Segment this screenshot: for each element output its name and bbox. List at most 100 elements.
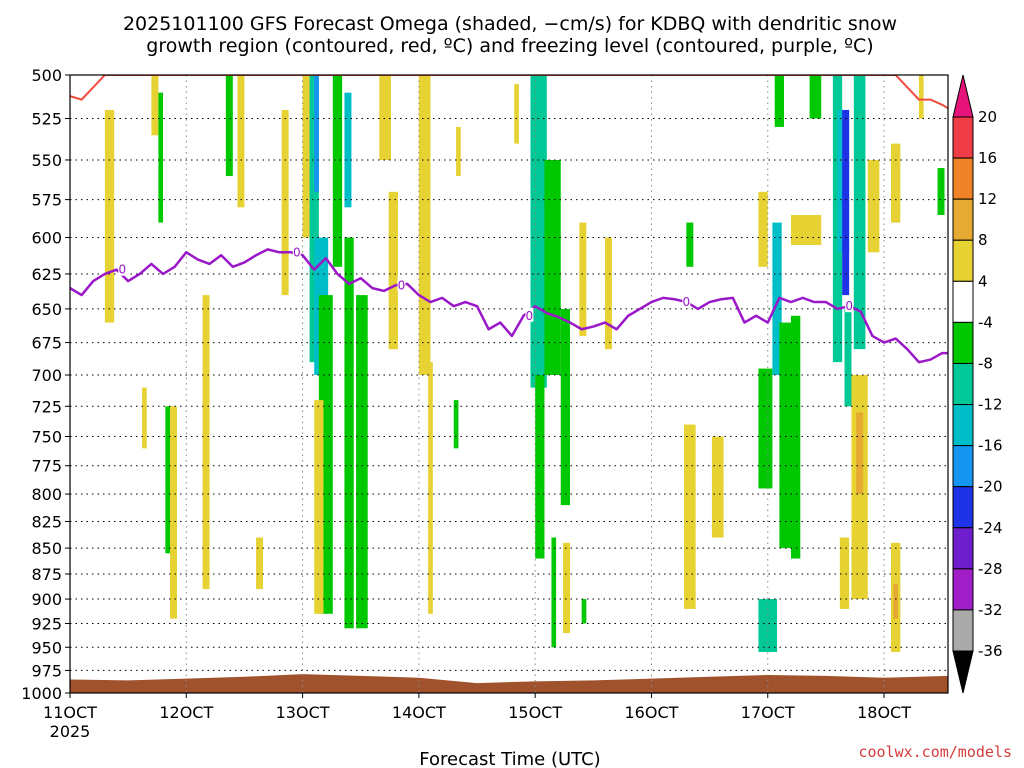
omega-cell — [809, 75, 822, 119]
plot-frame — [69, 74, 949, 694]
y-tick-label: 875 — [31, 565, 62, 584]
omega-cell — [758, 368, 773, 489]
omega-cell — [856, 412, 864, 495]
omega-cell — [237, 75, 245, 208]
omega-cell — [844, 308, 852, 407]
colorbar-label: 4 — [978, 272, 988, 290]
y-tick-label: 625 — [31, 265, 62, 284]
colorbar-band — [952, 609, 974, 652]
omega-cell — [379, 75, 391, 160]
omega-cell — [918, 75, 924, 119]
chart-title-line-2: growth region (contoured, red, ºC) and f… — [146, 35, 873, 57]
freezing-contour-label: 0 — [683, 295, 691, 309]
colorbar-band — [952, 198, 974, 241]
omega-cell — [418, 75, 431, 375]
y-tick-label: 525 — [31, 110, 62, 129]
freezing-contour-label: 0 — [293, 245, 301, 259]
omega-cell — [356, 295, 368, 629]
freezing-contour-label: 0 — [526, 309, 534, 323]
colorbar-band — [952, 157, 974, 200]
freezing-contour-label: 0 — [119, 263, 127, 277]
colorbar-label: -32 — [978, 601, 1003, 619]
omega-cell — [758, 191, 768, 267]
contours: 0 0 0 0 0 0 — [70, 75, 948, 364]
freezing-label-bg — [118, 261, 127, 276]
colorbar-over-arrow — [952, 74, 974, 118]
omega-cell — [535, 374, 545, 559]
y-tick-label: 925 — [31, 614, 62, 633]
omega-cell — [544, 159, 561, 375]
omega-cell — [581, 599, 587, 624]
freezing-label-bg — [845, 298, 854, 313]
grid — [69, 74, 948, 694]
omega-cell — [388, 191, 398, 350]
omega-cell — [202, 295, 210, 590]
omega-cell — [314, 400, 324, 614]
omega-cell — [579, 222, 587, 336]
omega-cell — [428, 362, 433, 614]
y-tick-label: 1000 — [21, 684, 62, 703]
freezing-contour-label: 0 — [398, 278, 406, 292]
omega-cell — [563, 542, 571, 634]
omega-cell — [711, 436, 724, 538]
credit-link[interactable]: coolwx.com/models — [858, 743, 1012, 761]
colorbar-label: -4 — [978, 313, 993, 331]
y-tick-label: 500 — [31, 66, 62, 85]
omega-cell — [165, 406, 171, 554]
x-tick-label: 11OCT — [43, 703, 97, 722]
terrain-layer — [70, 674, 948, 693]
omega-cell — [893, 584, 898, 619]
omega-cell — [170, 406, 177, 619]
y-tick-label: 750 — [31, 428, 62, 447]
omega-cell — [344, 92, 352, 208]
omega-cell — [772, 222, 782, 375]
omega-shading — [104, 75, 945, 652]
omega-cell — [453, 400, 459, 449]
colorbar-label: -8 — [978, 354, 993, 372]
freezing-contour-label: 0 — [845, 299, 853, 313]
omega-cell — [530, 75, 547, 388]
omega-cell — [839, 537, 850, 609]
colorbar-band — [952, 486, 974, 529]
y-tick-label: 975 — [31, 661, 62, 680]
omega-cell — [281, 109, 289, 296]
y-tick-label: 950 — [31, 638, 62, 657]
omega-cell — [314, 75, 319, 192]
omega-cell — [937, 168, 945, 215]
omega-cell — [604, 237, 612, 350]
colorbar-band — [952, 568, 974, 611]
colorbar-label: -24 — [978, 519, 1003, 537]
colorbar-label: -36 — [978, 642, 1003, 660]
colorbar-band — [952, 445, 974, 488]
omega-cell — [560, 308, 571, 506]
x-tick-label: 12OCT — [159, 703, 213, 722]
colorbar: 20 16 12 8 4 -4 -8 -12 -16 -20 -24 -28 -32 -36 — [952, 74, 1003, 694]
x-tick-sublabel: 2025 — [50, 722, 91, 741]
colorbar-label: 16 — [978, 149, 997, 167]
omega-cell — [867, 159, 880, 253]
colorbar-band — [952, 362, 974, 406]
colorbar-under-arrow — [952, 650, 974, 694]
chart-title-line-1: 2025101100 GFS Forecast Omega (shaded, −… — [123, 13, 897, 35]
x-tick-label: 16OCT — [625, 703, 679, 722]
y-tick-label: 700 — [31, 366, 62, 385]
colorbar-band — [952, 280, 974, 323]
y-tick-label: 675 — [31, 334, 62, 353]
y-tick-label: 775 — [31, 457, 62, 476]
freezing-label-bg — [525, 307, 534, 322]
omega-cell — [551, 537, 557, 648]
colorbar-label: 12 — [978, 190, 997, 208]
omega-cell — [853, 75, 866, 350]
colorbar-label: 8 — [978, 231, 988, 249]
y-tick-label: 900 — [31, 590, 62, 609]
omega-cell — [225, 75, 233, 177]
omega-cell — [309, 75, 319, 363]
omega-cell — [158, 92, 164, 223]
y-tick-label: 650 — [31, 300, 62, 319]
freezing-level-line — [70, 248, 948, 364]
freezing-label-bg — [292, 244, 301, 259]
colorbar-label: -16 — [978, 437, 1003, 455]
y-tick-label: 600 — [31, 229, 62, 248]
omega-cell — [151, 75, 159, 136]
